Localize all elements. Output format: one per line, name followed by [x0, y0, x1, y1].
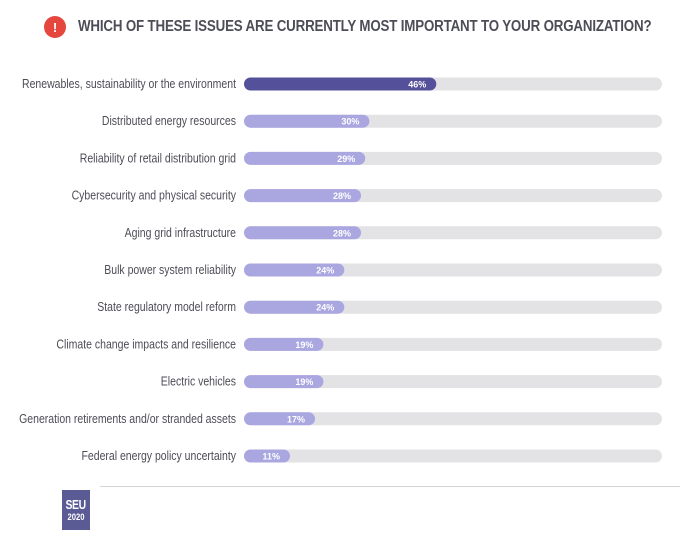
bar-track [244, 412, 662, 426]
category-label: Federal energy policy uncertainty [81, 450, 236, 463]
logo-text: SEU [65, 497, 87, 512]
value-label: 24% [316, 266, 334, 276]
value-label: 11% [262, 452, 280, 462]
bar-track [244, 300, 662, 314]
category-label: Renewables, sustainability or the enviro… [22, 78, 237, 91]
bar-track [244, 449, 662, 463]
bar [244, 412, 316, 426]
value-label: 30% [341, 117, 359, 127]
seu-logo: SEU 2020 [62, 490, 90, 530]
bar [244, 375, 324, 389]
category-label: Generation retirements and/or stranded a… [19, 413, 236, 426]
bar [244, 337, 324, 351]
bar-chart: Renewables, sustainability or the enviro… [19, 77, 662, 463]
bar [244, 77, 437, 91]
bar [244, 449, 290, 463]
logo-year: 2020 [67, 512, 85, 522]
category-label: State regulatory model reform [97, 301, 236, 314]
divider [100, 486, 680, 487]
bar-track [244, 263, 662, 277]
header: ! WHICH OF THESE ISSUES ARE CURRENTLY MO… [44, 14, 680, 40]
bar [244, 114, 370, 128]
bar-track [244, 375, 662, 389]
bar-track [244, 337, 662, 351]
bar [244, 189, 362, 203]
category-label: Distributed energy resources [102, 115, 236, 128]
value-label: 46% [408, 80, 426, 90]
category-label: Aging grid infrastructure [125, 227, 236, 240]
value-label: 19% [295, 377, 313, 387]
value-label: 28% [333, 191, 351, 201]
category-label: Cybersecurity and physical security [72, 190, 237, 203]
value-label: 28% [333, 228, 351, 238]
value-label: 17% [287, 414, 305, 424]
category-label: Electric vehicles [161, 376, 236, 389]
chart-title: WHICH OF THESE ISSUES ARE CURRENTLY MOST… [78, 18, 652, 35]
category-label: Bulk power system reliability [104, 264, 236, 277]
category-label: Climate change impacts and resilience [56, 339, 236, 352]
bar [244, 151, 366, 165]
category-label: Reliability of retail distribution grid [80, 153, 236, 166]
value-label: 19% [295, 340, 313, 350]
bar [244, 300, 345, 314]
bar [244, 226, 362, 240]
value-label: 29% [337, 154, 355, 164]
value-label: 24% [316, 303, 334, 313]
alert-icon: ! [44, 16, 66, 38]
bar [244, 263, 345, 277]
